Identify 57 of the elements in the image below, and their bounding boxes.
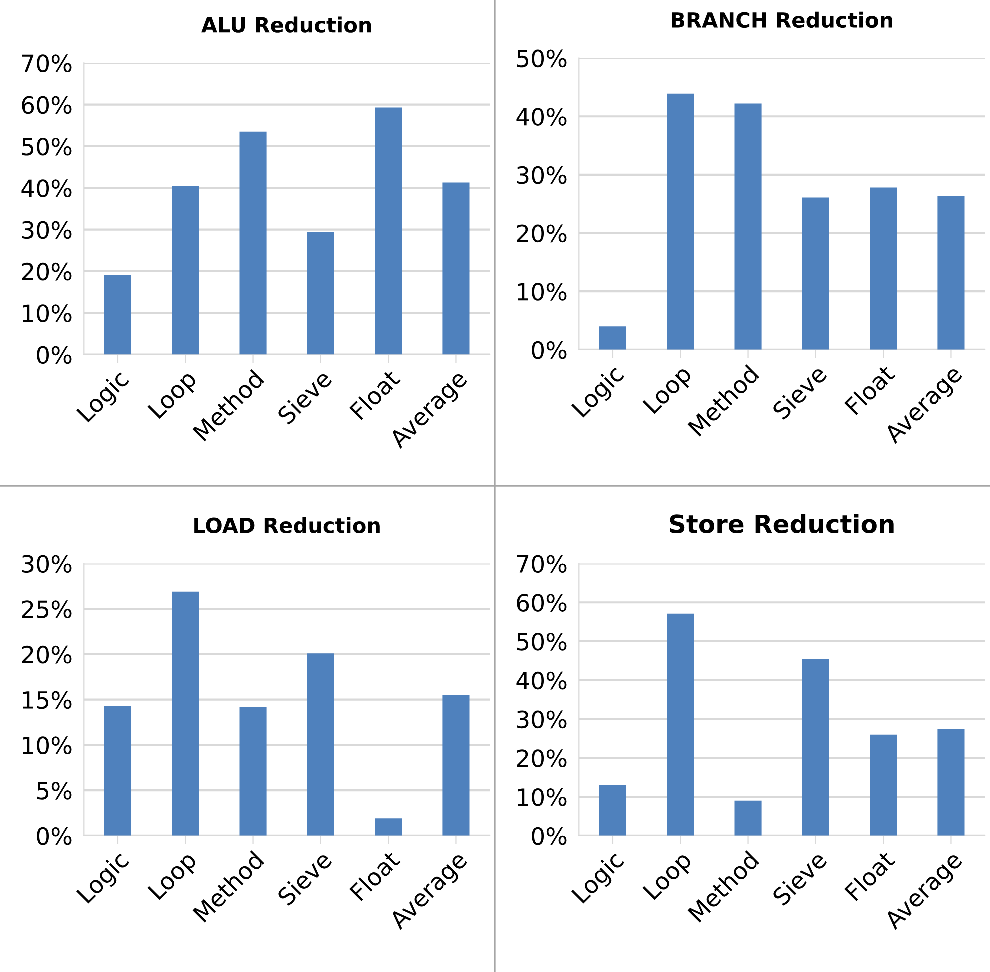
- bar: [802, 198, 830, 350]
- y-tick-label: 40%: [22, 180, 72, 198]
- bar: [667, 94, 694, 350]
- y-tick-label: 10%: [518, 788, 567, 806]
- bar: [734, 104, 762, 350]
- y-tick-label: 0%: [532, 341, 567, 360]
- bar: [104, 275, 132, 355]
- y-tick-label: 60%: [22, 96, 72, 114]
- bar: [938, 729, 965, 836]
- y-tick-label: 30%: [517, 166, 567, 184]
- y-tick-label: 20%: [22, 262, 72, 281]
- bar: [667, 614, 694, 836]
- bar: [307, 654, 334, 836]
- y-tick-label: 15%: [23, 691, 72, 710]
- y-tick-label: 0%: [37, 346, 72, 364]
- chart-title: Store Reduction: [670, 514, 894, 534]
- y-tick-label: 10%: [23, 304, 72, 322]
- bar: [938, 196, 965, 350]
- bar: [599, 326, 627, 350]
- y-tick-label: 20%: [22, 646, 72, 664]
- y-tick-label: 25%: [22, 600, 72, 618]
- y-tick-label: 70%: [22, 54, 72, 72]
- y-tick-label: 50%: [22, 138, 72, 156]
- y-tick-label: 40%: [516, 108, 567, 126]
- bar: [802, 659, 830, 836]
- bar: [442, 182, 470, 355]
- y-tick-label: 30%: [517, 710, 567, 729]
- y-tick-label: 0%: [37, 827, 72, 846]
- bar: [240, 707, 267, 836]
- y-tick-label: 10%: [518, 283, 567, 301]
- bar: [442, 695, 470, 836]
- y-tick-label: 50%: [517, 50, 567, 68]
- bar: [307, 232, 334, 355]
- bar: [870, 188, 898, 350]
- y-tick-label: 70%: [517, 555, 567, 574]
- bar: [375, 818, 402, 836]
- bar: [240, 132, 267, 355]
- y-tick-label: 50%: [517, 632, 567, 651]
- bar: [172, 186, 200, 355]
- bar: [375, 108, 402, 355]
- bar: [104, 706, 132, 836]
- bar: [734, 800, 762, 836]
- y-tick-label: 20%: [517, 750, 567, 768]
- y-tick-label: 10%: [23, 736, 72, 755]
- bar: [870, 734, 898, 836]
- chart-title: BRANCH Reduction: [672, 12, 892, 28]
- chart-title: ALU Reduction: [202, 16, 372, 33]
- y-tick-label: 40%: [516, 672, 567, 690]
- chart-title: LOAD Reduction: [194, 517, 380, 534]
- bar: [599, 785, 627, 836]
- y-tick-label: 30%: [22, 555, 72, 574]
- y-tick-label: 5%: [37, 782, 72, 800]
- bar: [172, 592, 200, 836]
- y-tick-label: 0%: [532, 827, 567, 846]
- y-tick-label: 60%: [517, 594, 567, 612]
- y-tick-label: 30%: [22, 221, 72, 240]
- y-tick-label: 20%: [517, 224, 567, 243]
